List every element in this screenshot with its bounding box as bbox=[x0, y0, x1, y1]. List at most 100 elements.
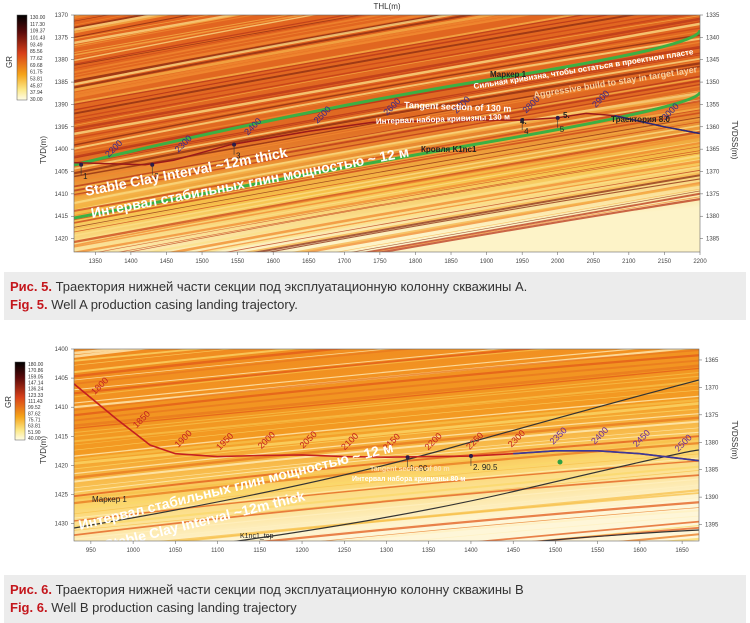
layer-stripe bbox=[74, 478, 699, 540]
x-tick-label: 1450 bbox=[160, 259, 174, 265]
layer-stripe bbox=[243, 172, 700, 252]
colorbar-tick-label: 87.62 bbox=[28, 411, 41, 417]
x-tick-label: 1050 bbox=[169, 548, 183, 554]
colorbar-tick-label: 53.81 bbox=[30, 77, 43, 83]
layer-stripe bbox=[74, 75, 700, 188]
layer-stripe bbox=[74, 15, 577, 104]
fig6-roof-label: K1nc1_top bbox=[240, 533, 274, 540]
fig5-y2-axis-label: TVDSS(m) bbox=[730, 121, 739, 160]
layer-stripe bbox=[74, 453, 699, 515]
layer-stripe bbox=[74, 380, 699, 443]
layer-stripe bbox=[74, 354, 699, 417]
layer-stripe bbox=[74, 437, 699, 500]
x-tick-label: 1650 bbox=[302, 259, 316, 265]
layer-stripe bbox=[74, 408, 699, 470]
y2-tick-label: 1370 bbox=[706, 170, 720, 176]
colorbar-tick-label: 109.37 bbox=[30, 29, 46, 35]
layer-stripe bbox=[529, 525, 699, 541]
layer-stripe bbox=[74, 460, 699, 522]
layer-stripe bbox=[74, 54, 700, 166]
y2-tick-label: 1395 bbox=[705, 523, 719, 529]
layer-stripe bbox=[74, 15, 350, 65]
y2-tick-label: 1365 bbox=[705, 358, 719, 364]
layer-stripe bbox=[74, 79, 700, 192]
fig5-roof-label: Кровля K1nc1 bbox=[421, 145, 477, 154]
layer-stripe bbox=[406, 515, 699, 541]
layer-stripe bbox=[177, 492, 699, 541]
y-tick-label: 1425 bbox=[55, 492, 69, 498]
colorbar-tick-label: 180.00 bbox=[28, 362, 44, 368]
layer-stripe bbox=[74, 15, 476, 89]
layer-stripe bbox=[144, 154, 700, 252]
layer-stripe bbox=[127, 152, 700, 252]
fig5-upper-boundary bbox=[74, 29, 700, 167]
layer-stripe bbox=[74, 375, 699, 437]
layer-stripe bbox=[74, 121, 700, 233]
layer-stripe bbox=[74, 15, 172, 34]
layer-stripe bbox=[74, 112, 700, 224]
x-tick-label: 1000 bbox=[126, 548, 140, 554]
fig5-lower-boundary bbox=[74, 91, 700, 220]
y2-tick-label: 1380 bbox=[706, 214, 720, 220]
fig5-tangent-en: Tangent section of 130 m bbox=[404, 100, 512, 114]
layer-stripe bbox=[74, 62, 700, 175]
y-tick-label: 1415 bbox=[55, 434, 69, 440]
x-tick-label: 1550 bbox=[231, 259, 245, 265]
x-tick-label: 2100 bbox=[622, 259, 636, 265]
x-tick-label: 1100 bbox=[211, 548, 225, 554]
layer-stripe bbox=[74, 364, 699, 427]
fig5-marker-label: Маркер 1 bbox=[490, 70, 527, 79]
layer-stripe bbox=[372, 196, 700, 252]
y-tick-label: 1430 bbox=[55, 522, 69, 528]
layer-stripe bbox=[74, 124, 700, 237]
layer-stripe bbox=[74, 15, 431, 81]
layer-stripe bbox=[74, 401, 699, 465]
x-tick-label: 1150 bbox=[253, 548, 267, 554]
colorbar-tick-label: 93.49 bbox=[30, 42, 43, 48]
layer-stripe bbox=[74, 474, 699, 537]
layer-stripe bbox=[74, 15, 368, 69]
x-tick-label: 1200 bbox=[295, 548, 309, 554]
layer-stripe bbox=[74, 340, 699, 347]
trajectory-point-label: 1 bbox=[83, 172, 88, 181]
layer-stripe bbox=[74, 15, 362, 66]
colorbar-tick-label: 117.30 bbox=[30, 22, 45, 28]
layer-stripe bbox=[108, 484, 699, 541]
layer-stripe bbox=[74, 15, 612, 111]
fig6-caption-ru-text: Траектория нижней части секции под экспл… bbox=[55, 582, 524, 597]
x-tick-label: 1950 bbox=[515, 259, 529, 265]
colorbar-tick-label: 99.52 bbox=[28, 405, 41, 411]
fig6-upper-boundary bbox=[74, 379, 699, 529]
layer-stripe bbox=[74, 349, 500, 391]
fig6-marker-label: Маркер 1 bbox=[92, 495, 127, 504]
layer-stripe bbox=[168, 159, 700, 252]
x-tick-label: 1450 bbox=[507, 548, 521, 554]
x-tick-label: 2150 bbox=[658, 259, 672, 265]
layer-stripe bbox=[194, 165, 700, 252]
y2-tick-label: 1350 bbox=[706, 80, 720, 86]
x-tick-label: 1650 bbox=[675, 548, 689, 554]
colorbar-tick-label: 147.14 bbox=[28, 381, 44, 387]
colorbar-6 bbox=[14, 361, 26, 441]
layer-stripe bbox=[74, 15, 534, 99]
layer-stripe bbox=[252, 174, 700, 252]
y-tick-label: 1395 bbox=[55, 125, 69, 131]
y2-tick-label: 1385 bbox=[706, 237, 720, 243]
colorbar-tick-label: 101.43 bbox=[30, 36, 46, 42]
layer-stripe bbox=[74, 85, 700, 197]
fig5-caption-en-text: Well A production casing landing traject… bbox=[51, 297, 298, 312]
layer-stripe bbox=[74, 15, 244, 47]
y-tick-label: 1370 bbox=[55, 13, 69, 19]
y-tick-label: 1420 bbox=[55, 237, 69, 243]
layer-stripe bbox=[118, 150, 700, 252]
layer-stripe bbox=[74, 134, 700, 247]
layer-stripe bbox=[74, 416, 699, 479]
layer-stripe bbox=[74, 349, 699, 412]
x-tick-label: 950 bbox=[86, 548, 97, 554]
fig6-trajectory-planned bbox=[513, 450, 699, 462]
fig5-chart: GR 130.00117.30109.37101.4393.4985.5677.… bbox=[5, 2, 739, 265]
y-tick-label: 1420 bbox=[55, 463, 69, 469]
layer-stripe bbox=[74, 141, 700, 252]
fig6-chart: GR 180.00170.86159.05147.14136.24123.331… bbox=[4, 340, 739, 554]
x-tick-label: 1400 bbox=[124, 259, 138, 265]
